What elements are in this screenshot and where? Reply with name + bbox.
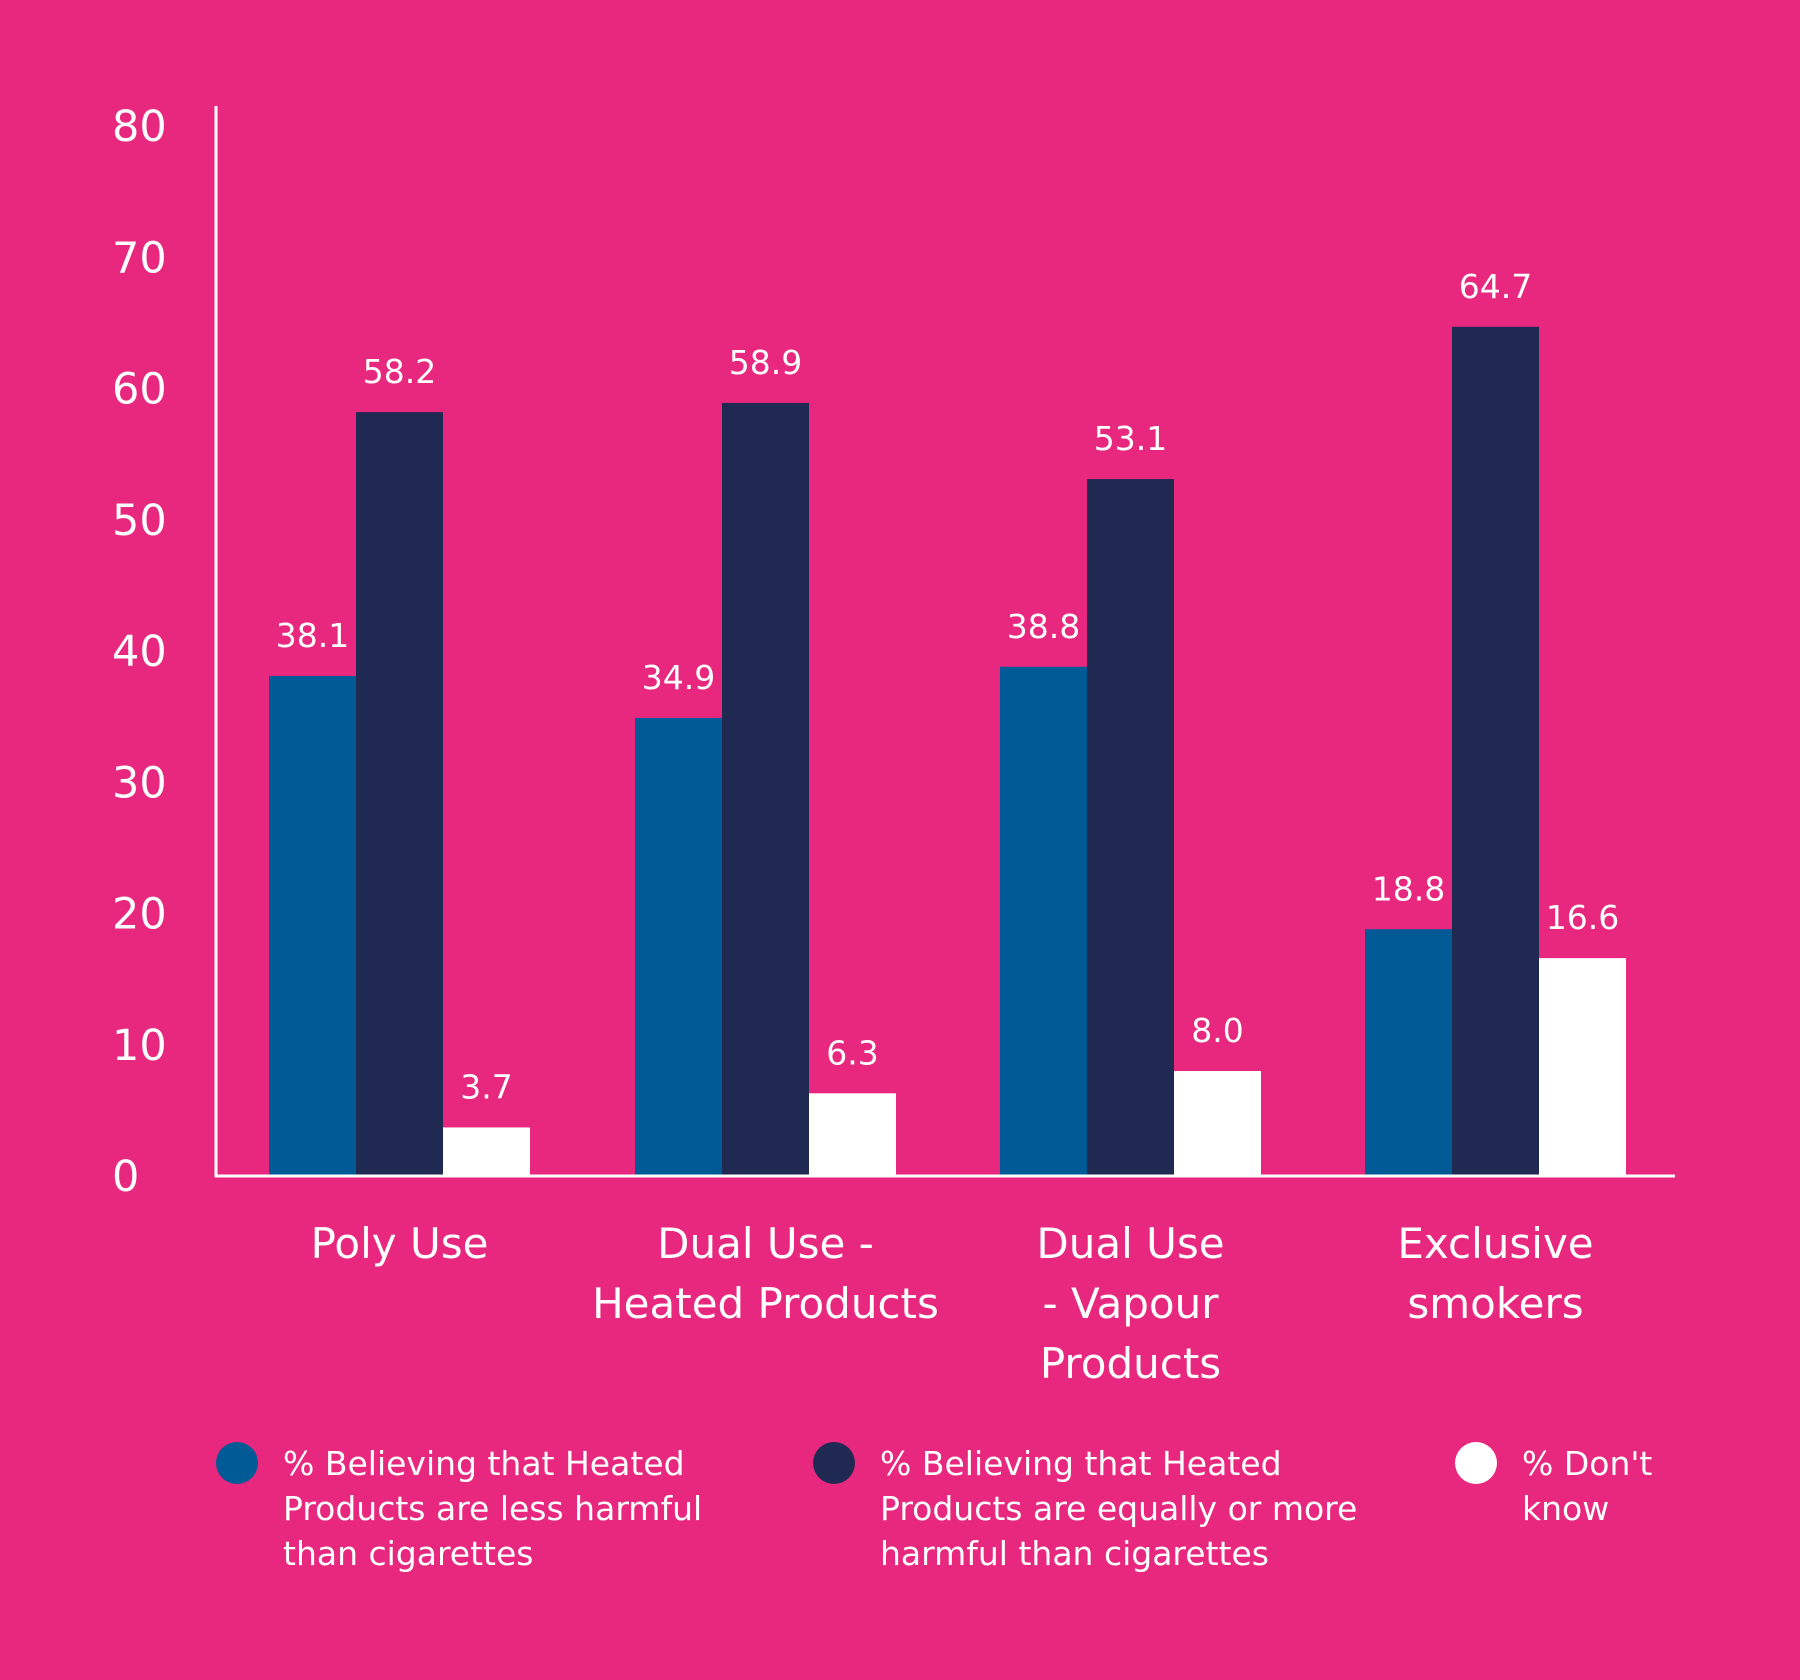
- y-axis-tick-labels: 0 10 20 30 40 50 60 70 80: [112, 102, 167, 1202]
- bar-value-label-series3-cat3: 8.0: [1191, 1011, 1243, 1050]
- legend-label-line: Products are equally or more: [880, 1489, 1357, 1528]
- y-tick-label-40: 40: [112, 627, 167, 677]
- legend-label-line: % Believing that Heated: [283, 1444, 685, 1483]
- axes: [214, 106, 1675, 1178]
- category-label-line: Products: [1040, 1339, 1221, 1388]
- legend-label-line: % Don't: [1522, 1444, 1652, 1483]
- legend-swatch-3: [1455, 1442, 1497, 1484]
- y-tick-label-60: 60: [112, 365, 167, 415]
- category-label-1: Poly Use: [311, 1219, 489, 1268]
- category-label-line: - Vapour: [1043, 1279, 1220, 1328]
- bar-series1-cat1: [269, 675, 356, 1176]
- legend-label-line: know: [1522, 1489, 1609, 1528]
- bar-series3-cat4: [1539, 958, 1626, 1176]
- legend-label-line: than cigarettes: [283, 1534, 533, 1573]
- category-label-line: smokers: [1407, 1279, 1583, 1328]
- category-label-line: Exclusive: [1397, 1219, 1593, 1268]
- bar-value-label-series1-cat3: 38.8: [1007, 607, 1080, 646]
- bar-value-label-series1-cat1: 38.1: [276, 616, 349, 655]
- bar-series2-cat4: [1452, 326, 1539, 1176]
- bar-series1-cat4: [1365, 929, 1452, 1176]
- bar-value-label-series3-cat1: 3.7: [460, 1067, 512, 1106]
- bars: [269, 326, 1626, 1176]
- bar-series1-cat3: [1000, 666, 1087, 1176]
- legend-label-3: % Don't know: [1522, 1444, 1652, 1528]
- y-tick-label-50: 50: [112, 496, 167, 546]
- y-tick-label-20: 20: [112, 890, 167, 940]
- bar-series2-cat3: [1087, 479, 1174, 1176]
- bar-value-label-series2-cat2: 58.9: [729, 343, 802, 382]
- y-tick-label-80: 80: [112, 102, 167, 152]
- legend: % Believing that Heated Products are less…: [216, 1442, 1652, 1573]
- bar-value-label-series2-cat4: 64.7: [1459, 267, 1532, 306]
- bar-series3-cat1: [443, 1127, 530, 1176]
- bar-series2-cat1: [356, 412, 443, 1176]
- y-tick-label-10: 10: [112, 1021, 167, 1071]
- bar-series1-cat2: [635, 717, 722, 1176]
- category-label-line: Dual Use -: [657, 1219, 874, 1268]
- bar-value-label-series2-cat1: 58.2: [363, 352, 436, 391]
- legend-label-line: Products are less harmful: [283, 1489, 702, 1528]
- bar-value-label-series3-cat2: 6.3: [826, 1033, 878, 1072]
- bar-series2-cat2: [722, 402, 809, 1176]
- legend-swatch-2: [813, 1442, 855, 1484]
- legend-swatch-1: [216, 1442, 258, 1484]
- category-label-4: Exclusive smokers: [1397, 1219, 1593, 1328]
- bar-value-labels: 38.1 34.9 38.8 18.8 58.2 58.9 53.1 64.7 3.7 6.3 8.…: [276, 267, 1619, 1107]
- legend-label-2: % Believing that Heated Products are equa…: [880, 1444, 1357, 1573]
- bar-series3-cat2: [809, 1093, 896, 1176]
- y-tick-label-30: 30: [112, 758, 167, 808]
- bar-value-label-series1-cat2: 34.9: [642, 658, 715, 697]
- legend-label-line: % Believing that Heated: [880, 1444, 1282, 1483]
- y-tick-label-70: 70: [112, 233, 167, 283]
- category-label-3: Dual Use - Vapour Products: [1036, 1219, 1224, 1388]
- category-label-line: Heated Products: [592, 1279, 939, 1328]
- category-label-2: Dual Use - Heated Products: [592, 1219, 939, 1328]
- bar-series3-cat3: [1174, 1071, 1261, 1176]
- category-label-line: Poly Use: [311, 1219, 489, 1268]
- bar-value-label-series1-cat4: 18.8: [1372, 869, 1445, 908]
- legend-label-1: % Believing that Heated Products are less…: [283, 1444, 702, 1573]
- bar-value-label-series3-cat4: 16.6: [1546, 898, 1619, 937]
- bar-value-label-series2-cat3: 53.1: [1094, 419, 1167, 458]
- y-tick-label-0: 0: [112, 1152, 139, 1202]
- category-label-line: Dual Use: [1036, 1219, 1224, 1268]
- legend-label-line: harmful than cigarettes: [880, 1534, 1269, 1573]
